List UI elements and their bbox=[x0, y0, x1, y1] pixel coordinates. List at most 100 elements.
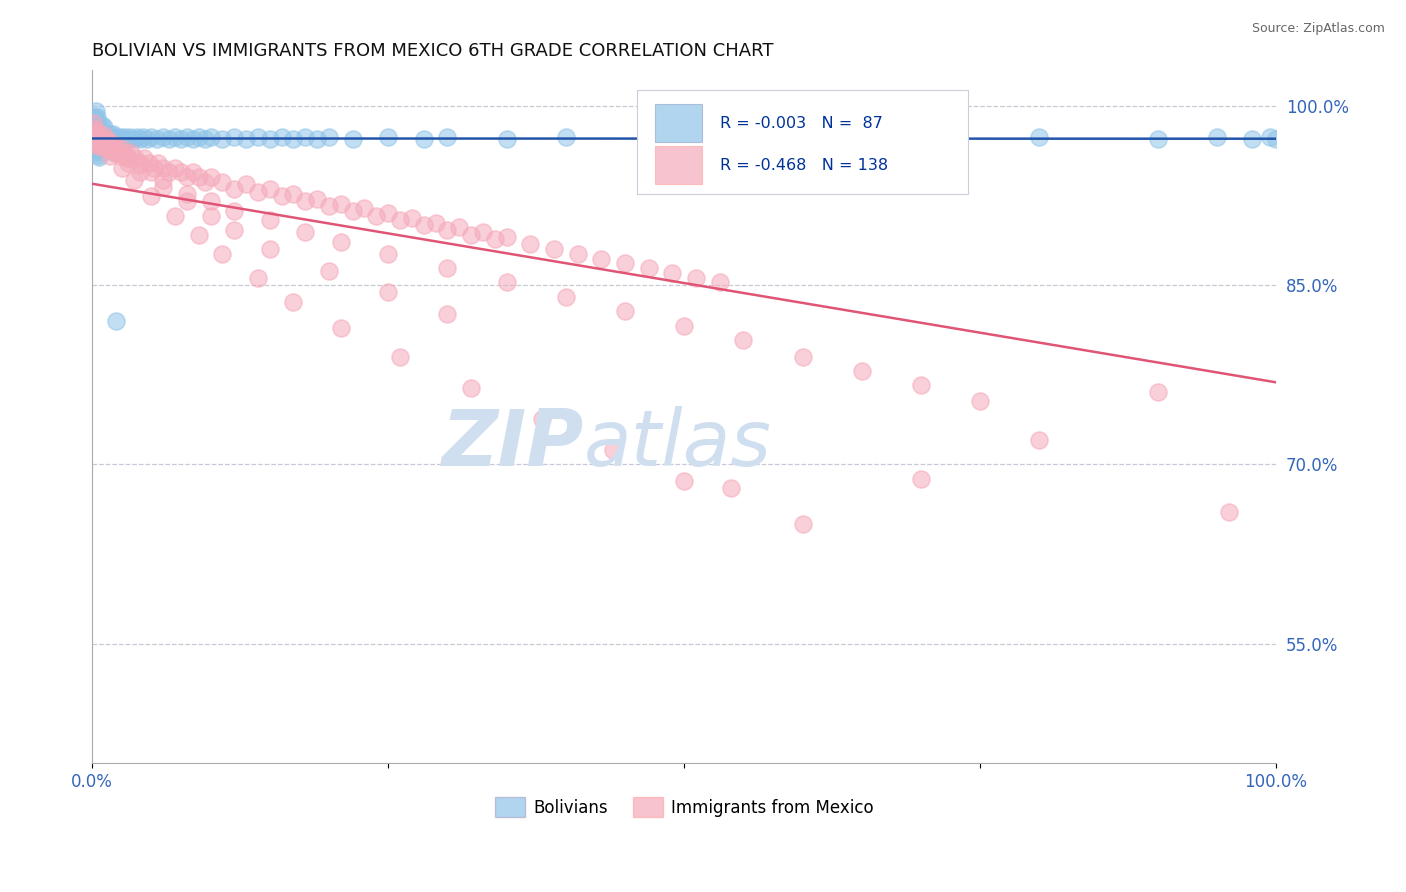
Point bbox=[181, 165, 204, 179]
Point bbox=[93, 120, 115, 134]
Point bbox=[82, 128, 104, 143]
Point bbox=[104, 129, 127, 144]
Point bbox=[259, 213, 281, 227]
Point bbox=[194, 132, 217, 146]
Point bbox=[111, 146, 134, 161]
Point bbox=[107, 144, 129, 158]
Point bbox=[436, 223, 458, 237]
Point bbox=[146, 132, 169, 146]
Point bbox=[224, 129, 246, 144]
Point bbox=[436, 261, 458, 276]
Point bbox=[1258, 129, 1281, 144]
Point bbox=[83, 122, 105, 136]
Point bbox=[83, 122, 105, 136]
Point bbox=[377, 129, 399, 144]
Point bbox=[117, 151, 139, 165]
Point bbox=[531, 411, 554, 425]
Point bbox=[673, 474, 696, 488]
Point bbox=[117, 151, 139, 165]
Point bbox=[82, 122, 104, 136]
Point bbox=[110, 129, 132, 144]
Point bbox=[211, 175, 233, 189]
FancyBboxPatch shape bbox=[637, 90, 969, 194]
Point bbox=[235, 178, 257, 192]
Point bbox=[259, 182, 281, 196]
Point bbox=[89, 136, 111, 151]
Point bbox=[83, 135, 105, 149]
Point bbox=[329, 235, 352, 249]
Point bbox=[165, 209, 187, 223]
Point bbox=[1028, 129, 1050, 144]
Point bbox=[246, 185, 269, 199]
Point bbox=[1218, 505, 1240, 519]
Point bbox=[152, 179, 174, 194]
Point bbox=[353, 202, 375, 216]
Point bbox=[98, 149, 121, 163]
Point bbox=[329, 321, 352, 335]
Legend: Bolivians, Immigrants from Mexico: Bolivians, Immigrants from Mexico bbox=[488, 790, 880, 824]
Point bbox=[591, 252, 613, 266]
Point bbox=[97, 135, 120, 149]
Point bbox=[661, 266, 683, 280]
Point bbox=[200, 129, 222, 144]
Point bbox=[1146, 132, 1168, 146]
Point bbox=[87, 128, 110, 143]
Point bbox=[104, 132, 127, 146]
Point bbox=[100, 144, 122, 158]
Point bbox=[128, 158, 150, 172]
Point bbox=[114, 129, 136, 144]
Text: R = -0.468   N = 138: R = -0.468 N = 138 bbox=[720, 158, 887, 172]
Point bbox=[83, 132, 105, 146]
Point bbox=[1146, 385, 1168, 400]
FancyBboxPatch shape bbox=[655, 146, 702, 184]
Point bbox=[103, 127, 125, 141]
Point bbox=[969, 393, 991, 408]
Point bbox=[84, 128, 107, 143]
Point bbox=[1206, 129, 1229, 144]
Point bbox=[98, 136, 121, 151]
Point bbox=[87, 116, 110, 130]
Point bbox=[86, 135, 108, 149]
Point bbox=[128, 165, 150, 179]
Point bbox=[329, 196, 352, 211]
Point bbox=[194, 175, 217, 189]
Point bbox=[792, 129, 814, 144]
Point bbox=[224, 223, 246, 237]
Point bbox=[90, 129, 112, 144]
Point bbox=[613, 304, 636, 318]
FancyBboxPatch shape bbox=[655, 104, 702, 143]
Point bbox=[86, 135, 108, 149]
Point bbox=[93, 128, 115, 143]
Point bbox=[94, 129, 117, 144]
Point bbox=[1265, 132, 1288, 146]
Point bbox=[120, 129, 142, 144]
Point bbox=[93, 139, 115, 153]
Point bbox=[176, 194, 198, 209]
Point bbox=[318, 199, 340, 213]
Point bbox=[436, 307, 458, 321]
Point bbox=[87, 129, 110, 144]
Point bbox=[170, 165, 193, 179]
Point bbox=[176, 186, 198, 201]
Point bbox=[388, 350, 411, 364]
Point bbox=[87, 139, 110, 153]
Point bbox=[104, 146, 127, 161]
Point bbox=[733, 333, 755, 347]
Point bbox=[100, 132, 122, 146]
Point bbox=[307, 132, 329, 146]
Point bbox=[377, 206, 399, 220]
Point bbox=[436, 129, 458, 144]
Point bbox=[82, 125, 104, 139]
Point bbox=[200, 194, 222, 209]
Point bbox=[111, 142, 134, 156]
Point bbox=[342, 132, 364, 146]
Point bbox=[104, 314, 127, 328]
Point bbox=[97, 142, 120, 156]
Point bbox=[93, 132, 115, 146]
Point bbox=[235, 132, 257, 146]
Point bbox=[91, 135, 114, 149]
Point bbox=[910, 472, 932, 486]
Point bbox=[104, 146, 127, 161]
Point bbox=[270, 129, 292, 144]
Point bbox=[152, 161, 174, 175]
